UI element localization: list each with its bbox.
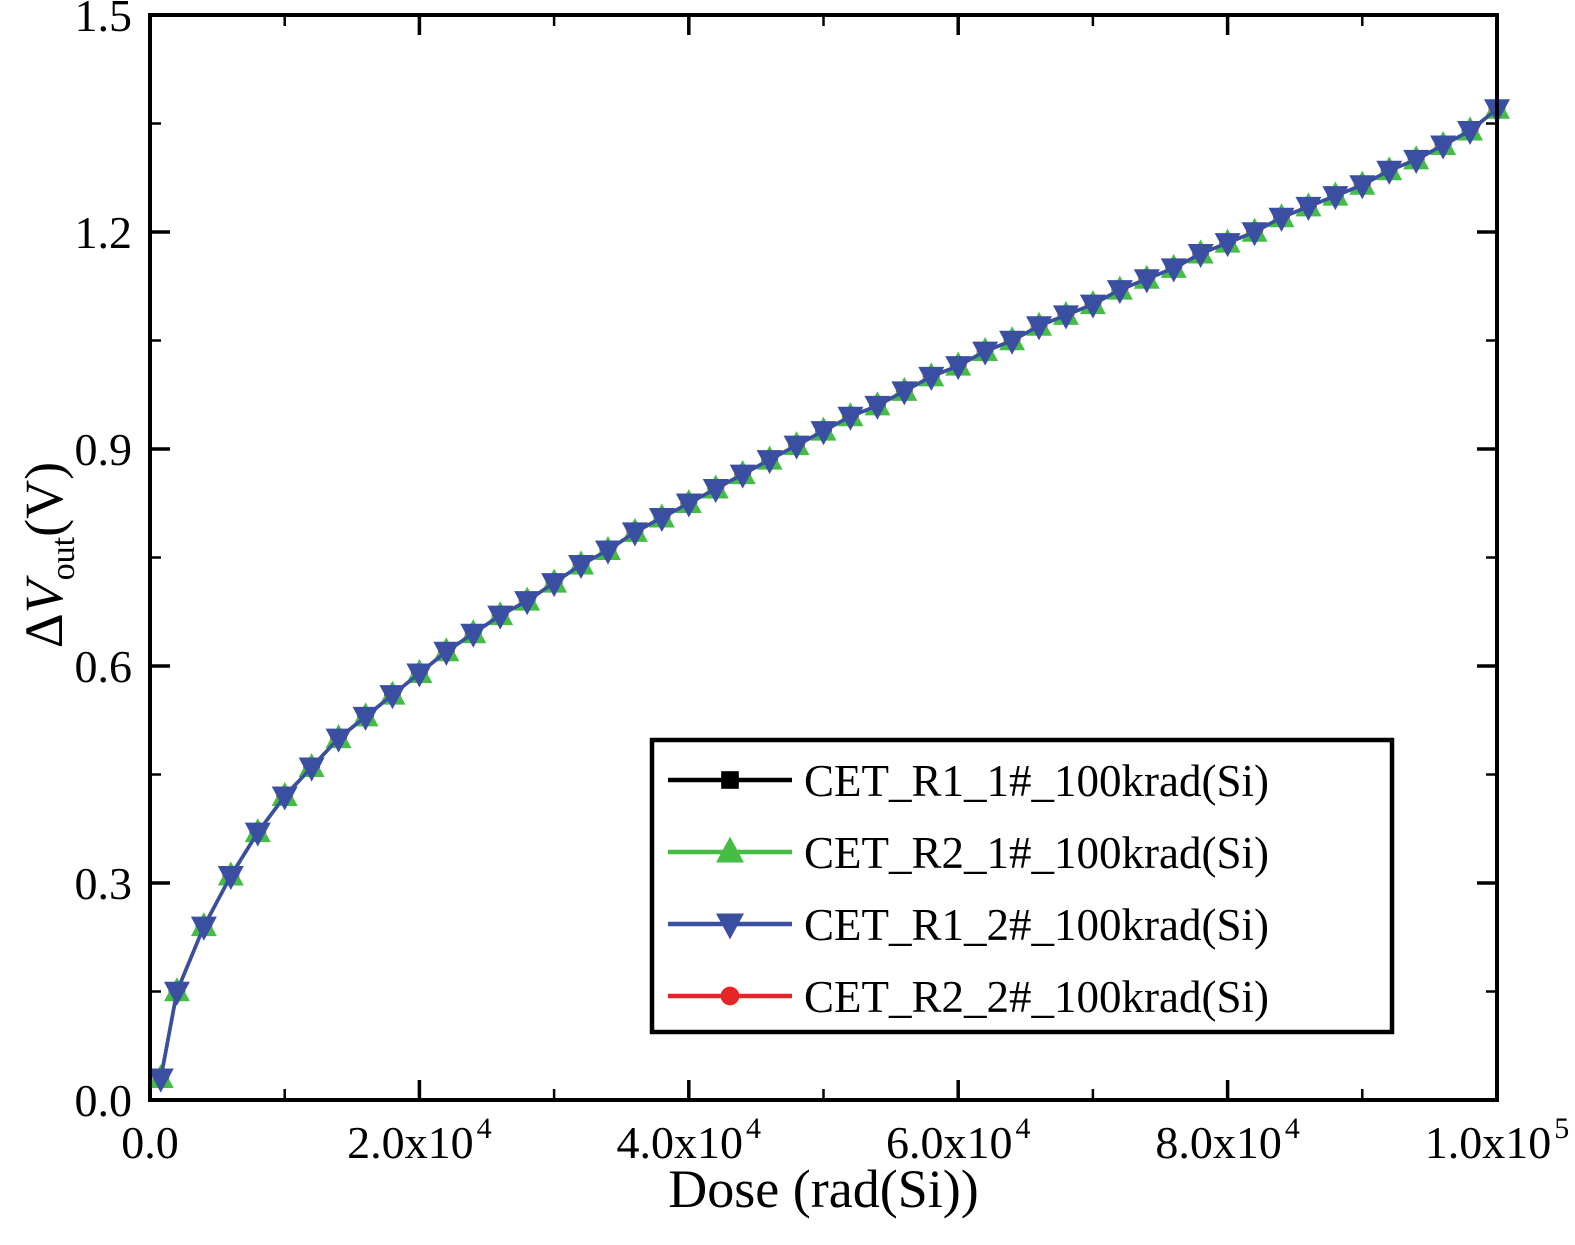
marker-triangle-down-icon: [1026, 316, 1053, 341]
marker-triangle-down-icon: [1295, 196, 1322, 221]
y-axis-tick-label: 0.9: [75, 424, 133, 475]
y-axis-tick-label: 1.5: [75, 0, 133, 41]
marker-triangle-down-icon: [1187, 243, 1214, 268]
marker-triangle-down-icon: [217, 866, 244, 891]
marker-triangle-down-icon: [163, 981, 190, 1006]
x-axis-title: Dose (rad(Si)): [150, 1158, 1497, 1220]
marker-triangle-down-icon: [864, 395, 891, 420]
marker-triangle-down-icon: [648, 507, 675, 533]
marker-triangle-down-icon: [945, 356, 972, 381]
marker-triangle-down-icon: [406, 663, 433, 688]
x-axis-tick-label: 1.0x10 5: [1425, 1112, 1570, 1168]
marker-triangle-down-icon: [918, 366, 945, 391]
marker-triangle-down-icon: [972, 341, 999, 366]
x-axis-tick-label: 4.0x10 4: [617, 1112, 762, 1168]
marker-triangle-down-icon: [487, 605, 514, 630]
marker-triangle-down-icon: [1052, 305, 1079, 330]
marker-triangle-down-icon: [729, 464, 756, 489]
marker-triangle-down-icon: [460, 623, 487, 648]
marker-triangle-down-icon: [1376, 160, 1403, 185]
marker-triangle-down-icon: [244, 822, 271, 847]
x-axis-tick-label: 0.0: [121, 1117, 179, 1168]
x-axis-tick-label: 2.0x10 4: [347, 1112, 492, 1168]
legend-box: [649, 737, 1395, 1035]
marker-triangle-down-icon: [514, 591, 541, 616]
marker-triangle-down-icon: [1430, 135, 1457, 160]
x-axis-tick-label: 6.0x104: [886, 1112, 1030, 1168]
legend-label: CET_R2_2#_100krad(Si): [804, 972, 1269, 1022]
marker-triangle-down-icon: [271, 786, 298, 811]
marker-triangle-down-icon: [783, 435, 810, 460]
y-axis-tick-label: 1.2: [75, 207, 133, 258]
marker-triangle-down-icon: [1403, 149, 1430, 174]
x-axis-tick-label: 8.0x10 4: [1155, 1112, 1300, 1168]
marker-triangle-down-icon: [1160, 258, 1187, 283]
marker-triangle-down-icon: [1241, 222, 1268, 247]
marker-triangle-down-icon: [594, 540, 621, 565]
marker-triangle-down-icon: [999, 330, 1026, 355]
x-axis-title-text: Dose (rad(Si)): [668, 1159, 979, 1219]
marker-square-icon: [721, 771, 739, 789]
marker-triangle-up-icon: [716, 836, 744, 863]
marker-triangle-down-icon: [1322, 186, 1349, 211]
marker-triangle-down-icon: [298, 757, 325, 782]
legend-label: CET_R2_1#_100krad(Si): [804, 828, 1269, 878]
voltage-subscript: out: [44, 536, 82, 581]
marker-triangle-down-icon: [1268, 207, 1295, 232]
marker-triangle-down-icon: [568, 554, 595, 580]
y-axis-tick-label: 0.6: [75, 641, 133, 692]
marker-triangle-down-icon: [1079, 294, 1106, 319]
marker-triangle-down-icon: [891, 381, 918, 406]
marker-triangle-down-icon: [190, 916, 217, 941]
marker-triangle-down-icon: [675, 493, 702, 518]
y-axis-title: ΔVout(V): [13, 295, 83, 815]
marker-triangle-down-icon: [541, 573, 568, 598]
voltage-symbol: V: [14, 580, 74, 614]
marker-triangle-down-icon: [1133, 269, 1160, 294]
marker-triangle-down-icon: [837, 406, 864, 431]
marker-triangle-down-icon: [1106, 280, 1133, 305]
marker-triangle-down-icon: [433, 641, 460, 666]
delta-symbol: Δ: [14, 613, 74, 649]
marker-triangle-down-icon: [325, 728, 352, 753]
marker-triangle-down-icon: [810, 421, 837, 446]
voltage-unit: (V): [14, 461, 74, 537]
y-axis-tick-label: 0.3: [75, 858, 133, 909]
marker-triangle-down-icon: [147, 1068, 174, 1093]
marker-triangle-down-icon: [716, 913, 744, 940]
marker-triangle-down-icon: [352, 706, 379, 731]
marker-triangle-down-icon: [756, 450, 783, 475]
marker-circle-icon: [720, 986, 740, 1006]
marker-triangle-down-icon: [1457, 120, 1484, 146]
legend-label: CET_R1_1#_100krad(Si): [804, 756, 1269, 806]
marker-triangle-down-icon: [1214, 233, 1241, 258]
plot-frame: [148, 13, 1499, 1102]
marker-triangle-down-icon: [379, 685, 406, 710]
marker-triangle-down-icon: [621, 522, 648, 547]
y-axis-tick-label: 0.0: [75, 1075, 133, 1126]
marker-triangle-down-icon: [1349, 175, 1376, 200]
legend-label: CET_R1_2#_100krad(Si): [804, 900, 1269, 950]
marker-triangle-down-icon: [702, 479, 729, 504]
